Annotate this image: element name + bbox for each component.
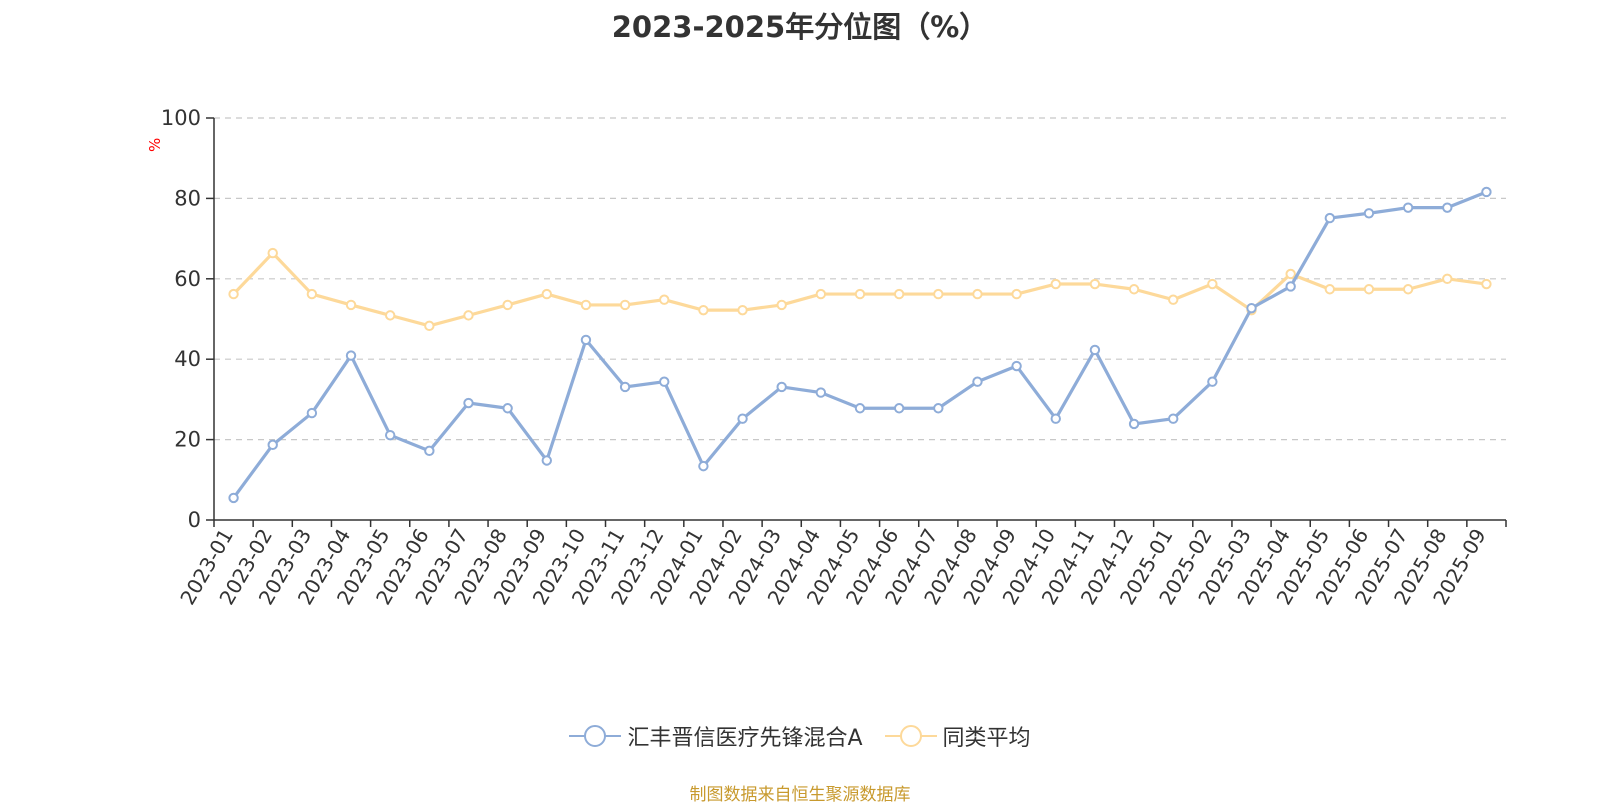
data-point bbox=[267, 439, 278, 451]
data-point bbox=[424, 445, 435, 457]
data-point bbox=[1011, 360, 1022, 372]
y-tick-label: 60 bbox=[174, 267, 201, 291]
data-point bbox=[1050, 278, 1061, 290]
data-point bbox=[1011, 288, 1022, 300]
data-point bbox=[345, 350, 357, 361]
data-point bbox=[1285, 268, 1296, 280]
data-point bbox=[502, 299, 513, 311]
data-point bbox=[1324, 212, 1336, 224]
data-point bbox=[619, 381, 631, 393]
data-point bbox=[541, 288, 552, 300]
data-point bbox=[776, 299, 787, 311]
data-point bbox=[619, 299, 631, 311]
data-point bbox=[306, 288, 318, 300]
data-point bbox=[1285, 281, 1296, 292]
data-point bbox=[776, 381, 787, 393]
data-point bbox=[384, 310, 396, 321]
legend-item-peer-average[interactable]: 同类平均 bbox=[884, 720, 1031, 752]
y-tick-label: 80 bbox=[174, 186, 201, 210]
data-point bbox=[1168, 413, 1179, 424]
data-point bbox=[815, 387, 827, 398]
y-tick-label: 40 bbox=[174, 347, 201, 371]
data-point bbox=[893, 403, 905, 414]
data-point bbox=[1402, 284, 1414, 295]
data-point bbox=[815, 288, 827, 300]
data-point bbox=[1168, 294, 1179, 305]
data-point bbox=[737, 304, 748, 316]
data-point bbox=[893, 288, 905, 300]
data-point bbox=[384, 429, 396, 441]
data-point bbox=[659, 376, 670, 387]
data-point bbox=[580, 299, 592, 311]
data-point bbox=[933, 288, 944, 300]
data-point bbox=[1363, 284, 1375, 295]
axes: 0204060801002023-012023-022023-032023-04… bbox=[161, 106, 1507, 609]
data-point bbox=[267, 247, 278, 259]
series-line-0 bbox=[231, 190, 1489, 500]
data-point bbox=[502, 403, 513, 414]
data-point bbox=[972, 288, 983, 300]
legend-item-fund[interactable]: 汇丰晋信医疗先锋混合A bbox=[569, 720, 863, 752]
y-axis-unit-label: % bbox=[146, 137, 164, 152]
data-point bbox=[345, 299, 357, 311]
y-tick-label: 20 bbox=[174, 428, 201, 452]
line-chart: 0204060801002023-012023-022023-032023-04… bbox=[161, 106, 1507, 609]
series-lines bbox=[228, 186, 1492, 504]
data-point bbox=[463, 310, 474, 321]
data-point bbox=[1089, 278, 1101, 290]
data-point bbox=[1442, 273, 1453, 284]
data-point bbox=[424, 320, 435, 332]
data-point bbox=[737, 413, 748, 424]
data-point bbox=[228, 492, 239, 504]
data-point bbox=[854, 403, 866, 414]
data-point bbox=[1089, 344, 1101, 356]
data-point bbox=[228, 288, 239, 300]
data-source-note: 制图数据来自恒生聚源数据库 bbox=[689, 785, 911, 805]
data-point bbox=[1363, 208, 1375, 219]
data-point bbox=[1246, 302, 1257, 314]
data-point bbox=[1128, 284, 1140, 295]
data-point bbox=[1207, 376, 1218, 387]
grid-lines bbox=[214, 117, 1506, 441]
chart-title: 2023-2025年分位图（%） bbox=[611, 10, 989, 44]
data-point bbox=[1207, 278, 1218, 290]
data-point bbox=[659, 294, 670, 305]
data-point bbox=[698, 460, 709, 472]
data-point bbox=[1128, 418, 1140, 430]
data-point bbox=[972, 376, 983, 387]
data-point bbox=[1050, 413, 1061, 424]
data-point bbox=[1402, 202, 1414, 213]
data-point bbox=[541, 455, 552, 466]
data-point bbox=[1442, 202, 1453, 213]
data-point bbox=[463, 397, 474, 409]
legend: 汇丰晋信医疗先锋混合A 同类平均 bbox=[0, 720, 1600, 752]
y-tick-label: 0 bbox=[188, 508, 201, 532]
legend-marker-peer-average bbox=[884, 725, 937, 747]
data-point bbox=[1324, 284, 1336, 295]
y-tick-label: 100 bbox=[161, 106, 201, 130]
data-point bbox=[306, 407, 318, 419]
data-point bbox=[698, 304, 709, 316]
legend-label-fund: 汇丰晋信医疗先锋混合A bbox=[627, 726, 863, 751]
data-point bbox=[580, 334, 592, 346]
data-point bbox=[1481, 278, 1492, 290]
legend-label-peer-average: 同类平均 bbox=[942, 726, 1031, 751]
data-point bbox=[1481, 186, 1492, 198]
data-point bbox=[933, 403, 944, 414]
legend-marker-fund bbox=[569, 725, 622, 747]
data-point bbox=[854, 288, 866, 300]
